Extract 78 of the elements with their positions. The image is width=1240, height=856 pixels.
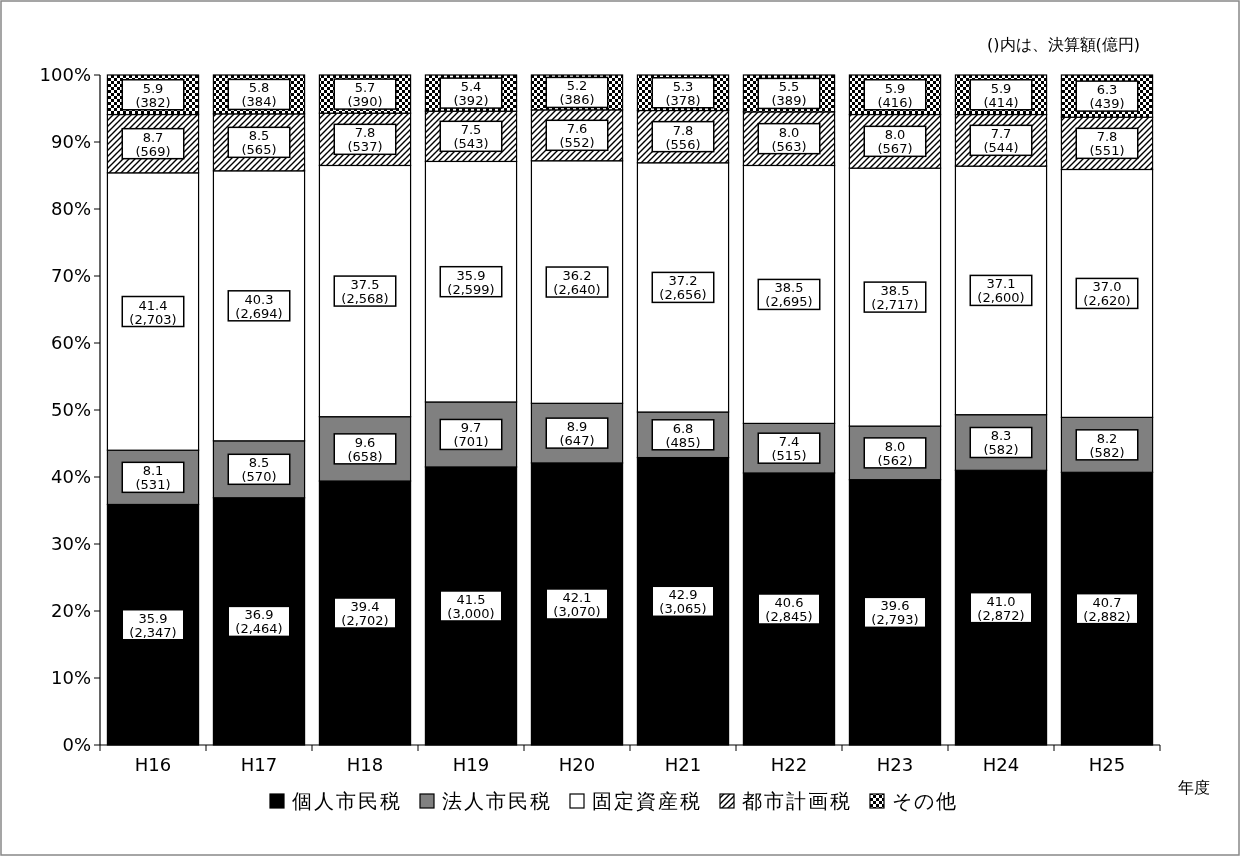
data-label: 35.9 (2,347) xyxy=(129,610,177,640)
legend-label: 都市計画税 xyxy=(742,789,852,813)
data-label: 40.7 (2,882) xyxy=(1083,594,1131,624)
data-label: 38.5 (2,695) xyxy=(765,280,813,310)
x-tick-label: H22 xyxy=(770,754,808,775)
data-label: 39.6 (2,793) xyxy=(871,598,919,628)
legend-label: 法人市民税 xyxy=(442,789,552,813)
data-label: 8.1 (531) xyxy=(135,463,171,493)
data-label: 7.8 (551) xyxy=(1089,129,1125,159)
data-label: 8.5 (565) xyxy=(241,128,277,158)
data-label: 37.0 (2,620) xyxy=(1083,279,1131,309)
y-tick-label: 100% xyxy=(39,64,91,85)
data-label: 41.4 (2,703) xyxy=(129,297,177,327)
data-label: 9.6 (658) xyxy=(347,434,383,464)
x-tick-label: H23 xyxy=(876,754,914,775)
data-label: 5.3 (378) xyxy=(665,78,701,108)
y-tick-label: 20% xyxy=(50,600,91,621)
data-label: 5.7 (390) xyxy=(347,80,383,110)
x-tick-label: H25 xyxy=(1088,754,1126,775)
data-label: 5.5 (389) xyxy=(771,79,807,109)
data-label: 37.2 (2,656) xyxy=(659,273,707,303)
data-label: 5.2 (386) xyxy=(559,78,595,108)
x-tick-label: H21 xyxy=(664,754,702,775)
data-label: 37.5 (2,568) xyxy=(341,277,389,307)
data-label: 5.9 (382) xyxy=(135,80,171,110)
data-label: 40.6 (2,845) xyxy=(765,594,813,624)
data-label: 41.5 (3,000) xyxy=(447,591,495,621)
data-label: 8.5 (570) xyxy=(241,455,277,485)
x-tick-label: H19 xyxy=(452,754,490,775)
data-label: 37.1 (2,600) xyxy=(977,276,1025,306)
data-label: 36.2 (2,640) xyxy=(553,268,601,298)
data-label: 7.4 (515) xyxy=(771,434,807,464)
y-tick-label: 10% xyxy=(50,667,91,688)
data-label: 42.1 (3,070) xyxy=(553,589,601,619)
data-label: 5.4 (392) xyxy=(453,79,489,109)
data-label: 7.8 (537) xyxy=(347,125,383,155)
x-tick-label: H17 xyxy=(240,754,278,775)
data-label: 38.5 (2,717) xyxy=(871,283,919,313)
data-label: 40.3 (2,694) xyxy=(235,291,283,321)
x-tick-label: H24 xyxy=(982,754,1020,775)
x-axis-title: 年度 xyxy=(1178,778,1210,797)
y-tick-label: 90% xyxy=(50,131,91,152)
data-label: 5.9 (416) xyxy=(877,80,913,110)
data-label: 5.9 (414) xyxy=(983,80,1019,110)
x-tick-label: H20 xyxy=(558,754,596,775)
data-label: 39.4 (2,702) xyxy=(341,599,389,629)
x-tick-label: H18 xyxy=(346,754,384,775)
data-label: 35.9 (2,599) xyxy=(447,267,495,297)
data-label: 8.0 (563) xyxy=(771,124,807,154)
legend-label: その他 xyxy=(892,789,958,813)
data-label: 8.0 (567) xyxy=(877,127,913,157)
data-label: 8.3 (582) xyxy=(983,428,1019,458)
data-label: 9.7 (701) xyxy=(453,420,489,450)
data-label: 6.8 (485) xyxy=(665,420,701,450)
data-label: 42.9 (3,065) xyxy=(659,587,707,617)
data-label: 8.9 (647) xyxy=(559,419,595,449)
data-label: 6.3 (439) xyxy=(1089,82,1125,112)
data-label: 7.5 (543) xyxy=(453,122,489,152)
data-label: 5.8 (384) xyxy=(241,80,277,110)
data-label: 7.8 (556) xyxy=(665,122,701,152)
data-label: 8.2 (582) xyxy=(1089,430,1125,460)
data-label: 8.7 (569) xyxy=(135,129,171,159)
y-tick-label: 60% xyxy=(50,332,91,353)
y-tick-label: 70% xyxy=(50,265,91,286)
x-tick-label: H16 xyxy=(134,754,172,775)
data-label: 36.9 (2,464) xyxy=(235,607,283,637)
data-label: 41.0 (2,872) xyxy=(977,593,1025,623)
data-label: 7.6 (552) xyxy=(559,121,595,151)
legend-label: 固定資産税 xyxy=(592,789,702,813)
y-tick-label: 80% xyxy=(50,198,91,219)
y-tick-label: 0% xyxy=(62,734,91,755)
data-label: 7.7 (544) xyxy=(983,126,1019,156)
y-tick-label: 30% xyxy=(50,533,91,554)
legend-label: 個人市民税 xyxy=(292,789,402,813)
y-tick-label: 50% xyxy=(50,399,91,420)
data-label: 8.0 (562) xyxy=(877,438,913,468)
text: ()内は、決算額(億円) xyxy=(987,35,1140,54)
y-tick-label: 40% xyxy=(50,466,91,487)
